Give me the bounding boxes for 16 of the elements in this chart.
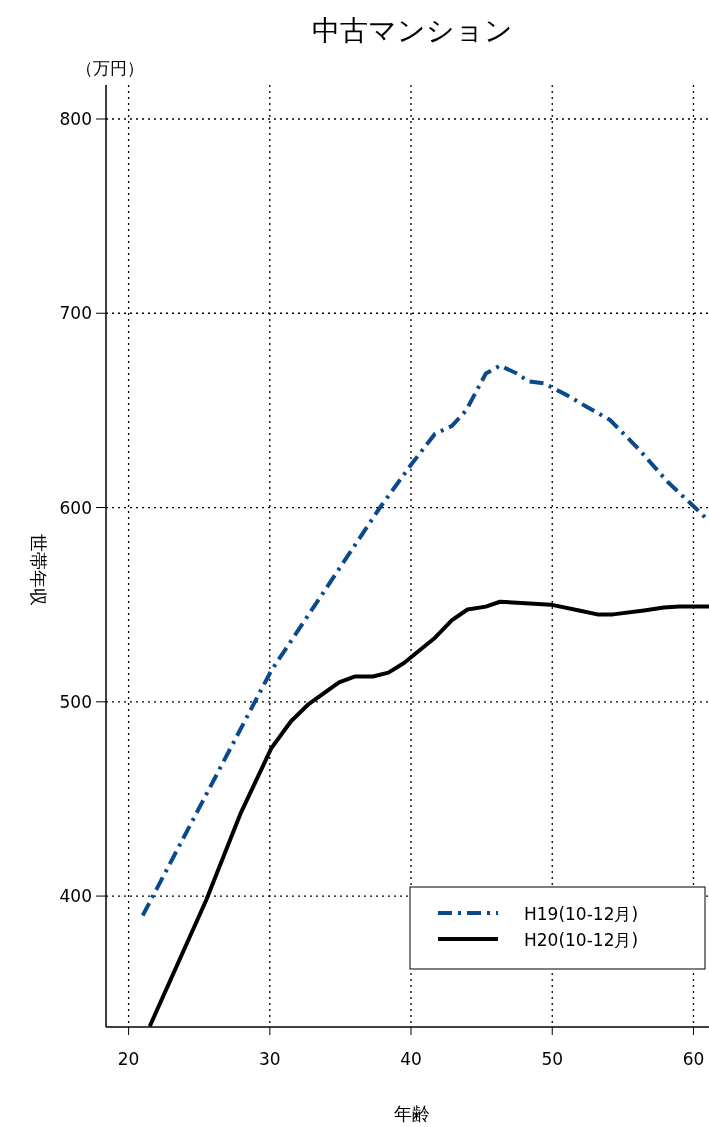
- y-tick-label: 700: [59, 303, 92, 324]
- y-tick-label: 600: [59, 497, 92, 518]
- legend-label: H19(10-12月): [524, 904, 639, 924]
- y-tick-label: 500: [59, 691, 92, 712]
- legend-label: H20(10-12月): [524, 930, 639, 950]
- x-tick-label: 60: [682, 1049, 705, 1069]
- x-tick-label: 30: [258, 1049, 281, 1069]
- x-tick-label: 20: [117, 1049, 140, 1069]
- text: （万円）: [76, 58, 144, 78]
- x-axis-title: 年齢: [394, 1103, 430, 1124]
- x-tick-label: 40: [400, 1049, 422, 1069]
- chart-title: 中古マンション: [311, 14, 513, 47]
- y-tick-label: 800: [59, 109, 92, 129]
- x-tick-label: 50: [541, 1049, 564, 1069]
- y-tick-label: 400: [59, 886, 92, 907]
- y-axis-title: 世帯年収: [28, 534, 49, 606]
